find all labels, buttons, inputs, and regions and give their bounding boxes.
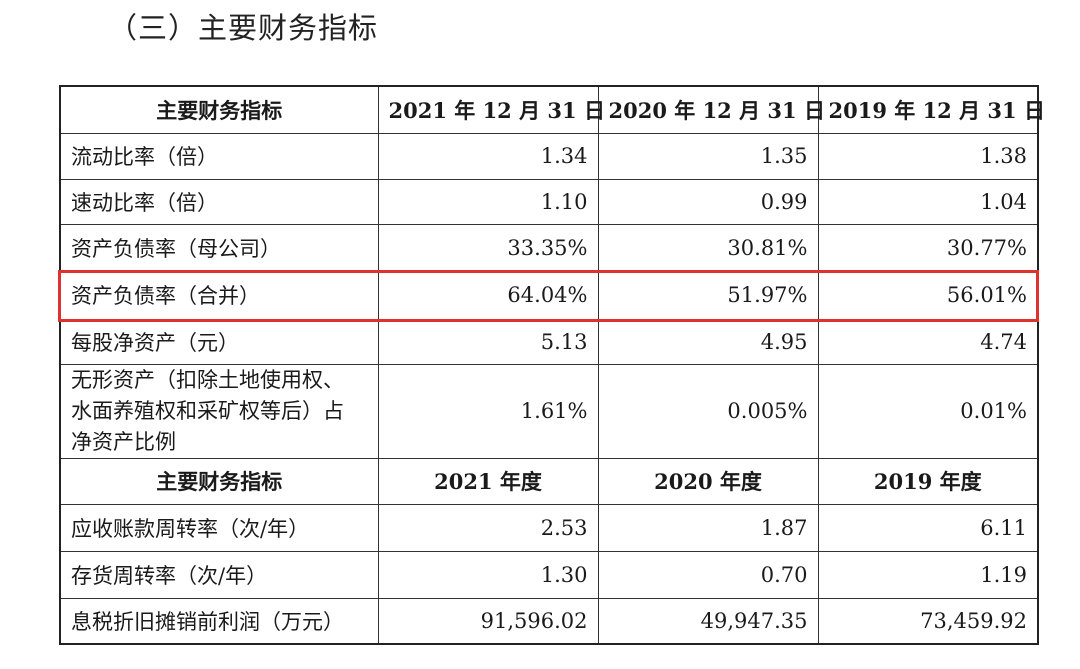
header-cell: 主要财务指标	[59, 85, 379, 134]
row-value: 1.34	[377, 132, 599, 180]
row-value: 1.10	[377, 178, 599, 225]
header-cell: 2021 年度	[377, 457, 599, 505]
row-value: 0.99	[597, 178, 819, 225]
section-title: （三）主要财务指标	[108, 11, 379, 45]
header-cell: 2019 年度	[817, 457, 1039, 505]
row-value: 64.04%	[377, 270, 599, 320]
row-value: 51.97%	[597, 270, 819, 320]
row-value: 1.04	[817, 178, 1039, 225]
header-cell: 2020 年 12 月 31 日	[597, 85, 825, 134]
header-cell: 2019 年 12 月 31 日	[817, 85, 1045, 134]
row-value: 1.19	[817, 550, 1039, 599]
row-label: 息税折旧摊销前利润（万元）	[59, 597, 379, 645]
row-value: 1.35	[597, 132, 819, 180]
row-value: 1.87	[597, 503, 819, 552]
table-row: 息税折旧摊销前利润（万元） 91,596.02 49,947.35 73,459…	[59, 597, 1039, 645]
header-cell: 2020 年度	[597, 457, 819, 505]
row-value: 0.70	[597, 550, 819, 599]
row-value: 6.11	[817, 503, 1039, 552]
row-value: 5.13	[377, 318, 599, 365]
row-value: 1.38	[817, 132, 1039, 180]
row-value: 0.01%	[817, 363, 1039, 459]
table-header-row: 主要财务指标 2021 年 12 月 31 日 2020 年 12 月 31 日…	[59, 85, 1045, 134]
row-value: 30.81%	[597, 223, 819, 272]
row-label: 应收账款周转率（次/年）	[59, 503, 379, 552]
table-row: 速动比率（倍） 1.10 0.99 1.04	[59, 178, 1039, 225]
table-subheader-row: 主要财务指标 2021 年度 2020 年度 2019 年度	[59, 457, 1039, 505]
row-label: 无形资产（扣除土地使用权、水面养殖权和采矿权等后）占净资产比例	[59, 363, 379, 459]
row-value: 4.74	[817, 318, 1039, 365]
row-label: 速动比率（倍）	[59, 178, 379, 225]
table-row: 资产负债率（母公司） 33.35% 30.81% 30.77%	[59, 223, 1039, 272]
row-value: 73,459.92	[817, 597, 1039, 645]
row-value: 1.30	[377, 550, 599, 599]
row-value: 56.01%	[817, 270, 1039, 320]
row-value: 0.005%	[597, 363, 819, 459]
row-value: 33.35%	[377, 223, 599, 272]
financial-indicators-table: 主要财务指标 2021 年 12 月 31 日 2020 年 12 月 31 日…	[59, 85, 1045, 645]
table-row: 应收账款周转率（次/年） 2.53 1.87 6.11	[59, 503, 1039, 552]
row-value: 49,947.35	[597, 597, 819, 645]
table-row: 每股净资产（元） 5.13 4.95 4.74	[59, 318, 1039, 365]
row-label: 每股净资产（元）	[59, 318, 379, 365]
table-row: 无形资产（扣除土地使用权、水面养殖权和采矿权等后）占净资产比例 1.61% 0.…	[59, 363, 1039, 459]
row-label: 资产负债率（母公司）	[59, 223, 379, 272]
table-row: 存货周转率（次/年） 1.30 0.70 1.19	[59, 550, 1039, 599]
row-label: 存货周转率（次/年）	[59, 550, 379, 599]
row-value: 1.61%	[377, 363, 599, 459]
header-cell: 2021 年 12 月 31 日	[377, 85, 605, 134]
row-label: 流动比率（倍）	[59, 132, 379, 180]
row-label: 资产负债率（合并）	[59, 270, 379, 320]
header-cell: 主要财务指标	[59, 457, 379, 505]
row-value: 30.77%	[817, 223, 1039, 272]
table-row: 流动比率（倍） 1.34 1.35 1.38	[59, 132, 1039, 180]
row-value: 91,596.02	[377, 597, 599, 645]
row-value: 4.95	[597, 318, 819, 365]
table-row-highlighted: 资产负债率（合并） 64.04% 51.97% 56.01%	[59, 270, 1039, 320]
row-value: 2.53	[377, 503, 599, 552]
